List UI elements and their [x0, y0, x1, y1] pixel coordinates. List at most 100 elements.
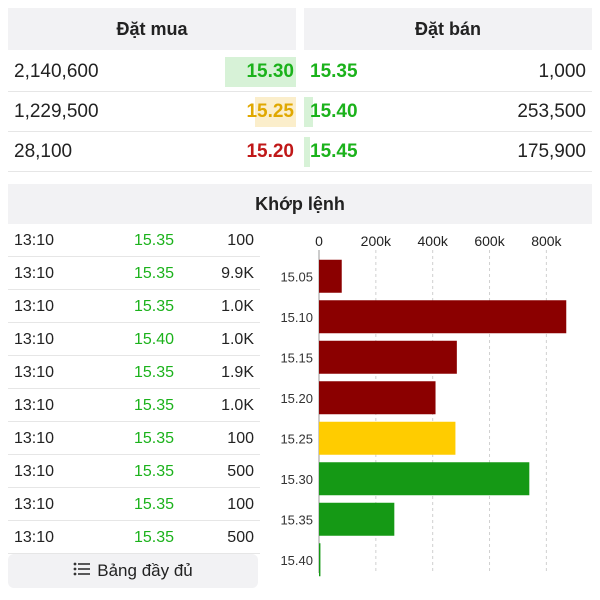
volume-bar — [319, 462, 530, 496]
trade-price: 15.35 — [133, 265, 174, 282]
trade-time: 13:10 — [14, 397, 55, 414]
volume-bar — [319, 381, 436, 415]
list-icon — [73, 561, 91, 581]
order-book-row: 1,229,500 15.25 15.40 253,500 — [0, 92, 600, 132]
y-tick-label: 15.35 — [280, 512, 313, 527]
volume-bar — [319, 340, 457, 374]
row-divider — [8, 131, 592, 132]
volume-bar — [319, 543, 321, 577]
trade-time: 13:10 — [14, 232, 55, 249]
trade-price: 15.35 — [133, 397, 174, 414]
sell-volume: 175,900 — [517, 141, 586, 162]
row-divider — [8, 388, 260, 389]
y-tick-label: 15.05 — [280, 269, 313, 284]
trade-time: 13:10 — [14, 331, 55, 348]
row-divider — [8, 454, 260, 455]
buy-volume: 2,140,600 — [14, 61, 99, 82]
x-tick-label: 0 — [315, 233, 323, 249]
sell-orders-header: Đặt bán — [304, 8, 592, 50]
trade-price: 15.40 — [133, 331, 174, 348]
buy-price[interactable]: 15.30 — [246, 61, 294, 82]
volume-bar — [319, 300, 567, 334]
sell-volume: 253,500 — [517, 101, 586, 122]
trade-volume: 1.0K — [221, 397, 254, 414]
row-divider — [8, 171, 592, 172]
row-divider — [8, 289, 260, 290]
y-tick-label: 15.15 — [280, 350, 313, 365]
trade-volume: 100 — [227, 496, 254, 513]
buy-depth-bar — [255, 97, 296, 127]
sell-volume: 1,000 — [538, 61, 586, 82]
trade-time: 13:10 — [14, 496, 55, 513]
y-tick-label: 15.10 — [280, 310, 313, 325]
buy-price[interactable]: 15.25 — [246, 101, 294, 122]
y-tick-label: 15.40 — [280, 553, 313, 568]
trade-row: 13:10 15.35 500 — [8, 521, 260, 554]
trade-price: 15.35 — [133, 463, 174, 480]
sell-depth-bar — [304, 97, 313, 127]
row-divider — [8, 421, 260, 422]
trade-volume: 1.0K — [221, 298, 254, 315]
trade-price: 15.35 — [133, 298, 174, 315]
trade-volume: 1.0K — [221, 331, 254, 348]
trade-row: 13:10 15.35 100 — [8, 422, 260, 455]
trade-volume: 9.9K — [221, 265, 254, 282]
x-tick-label: 800k — [531, 233, 562, 249]
trade-row: 13:10 15.35 1.0K — [8, 389, 260, 422]
matched-orders-header: Khớp lệnh — [8, 184, 592, 224]
sell-price[interactable]: 15.45 — [310, 141, 358, 162]
volume-bar — [319, 259, 342, 293]
trade-time: 13:10 — [14, 265, 55, 282]
trade-time: 13:10 — [14, 463, 55, 480]
volume-bar — [319, 502, 395, 536]
trade-price: 15.35 — [133, 496, 174, 513]
full-board-button[interactable]: Bảng đầy đủ — [8, 554, 258, 588]
trade-volume: 500 — [227, 529, 254, 546]
sell-depth-bar — [304, 137, 310, 167]
x-tick-label: 400k — [418, 233, 449, 249]
y-tick-label: 15.30 — [280, 472, 313, 487]
buy-depth-bar — [225, 57, 296, 87]
row-divider — [8, 91, 592, 92]
order-book-row: 28,100 15.20 15.45 175,900 — [0, 132, 600, 172]
order-book-row: 2,140,600 15.30 15.35 1,000 — [0, 52, 600, 92]
trade-time: 13:10 — [14, 430, 55, 447]
buy-price[interactable]: 15.20 — [246, 141, 294, 162]
volume-bar — [319, 421, 456, 455]
sell-price[interactable]: 15.35 — [310, 61, 358, 82]
trade-price: 15.35 — [133, 430, 174, 447]
trade-row: 13:10 15.35 1.0K — [8, 290, 260, 323]
trade-price: 15.35 — [133, 232, 174, 249]
buy-orders-header: Đặt mua — [8, 8, 296, 50]
x-tick-label: 600k — [474, 233, 505, 249]
trade-price: 15.35 — [133, 364, 174, 381]
trade-time: 13:10 — [14, 529, 55, 546]
trade-volume: 100 — [227, 232, 254, 249]
y-tick-label: 15.20 — [280, 391, 313, 406]
row-divider — [8, 520, 260, 521]
trade-row: 13:10 15.35 100 — [8, 224, 260, 257]
trade-row: 13:10 15.35 500 — [8, 455, 260, 488]
trade-time: 13:10 — [14, 364, 55, 381]
trade-row: 13:10 15.40 1.0K — [8, 323, 260, 356]
volume-by-price-chart: 0 200k 400k 600k 800k 15.05 15.10 15.15 15.20 15.… — [280, 233, 567, 577]
trade-volume: 100 — [227, 430, 254, 447]
trade-volume: 500 — [227, 463, 254, 480]
row-divider — [8, 487, 260, 488]
x-tick-label: 200k — [361, 233, 392, 249]
trade-row: 13:10 15.35 9.9K — [8, 257, 260, 290]
row-divider — [8, 322, 260, 323]
trade-row: 13:10 15.35 1.9K — [8, 356, 260, 389]
full-board-label: Bảng đầy đủ — [97, 561, 193, 580]
row-divider — [8, 256, 260, 257]
trade-price: 15.35 — [133, 529, 174, 546]
trade-time: 13:10 — [14, 298, 55, 315]
y-tick-label: 15.25 — [280, 431, 313, 446]
row-divider — [8, 553, 260, 554]
buy-volume: 1,229,500 — [14, 101, 99, 122]
trade-row: 13:10 15.35 100 — [8, 488, 260, 521]
sell-price[interactable]: 15.40 — [310, 101, 358, 122]
row-divider — [8, 355, 260, 356]
buy-volume: 28,100 — [14, 141, 73, 162]
trade-volume: 1.9K — [221, 364, 254, 381]
